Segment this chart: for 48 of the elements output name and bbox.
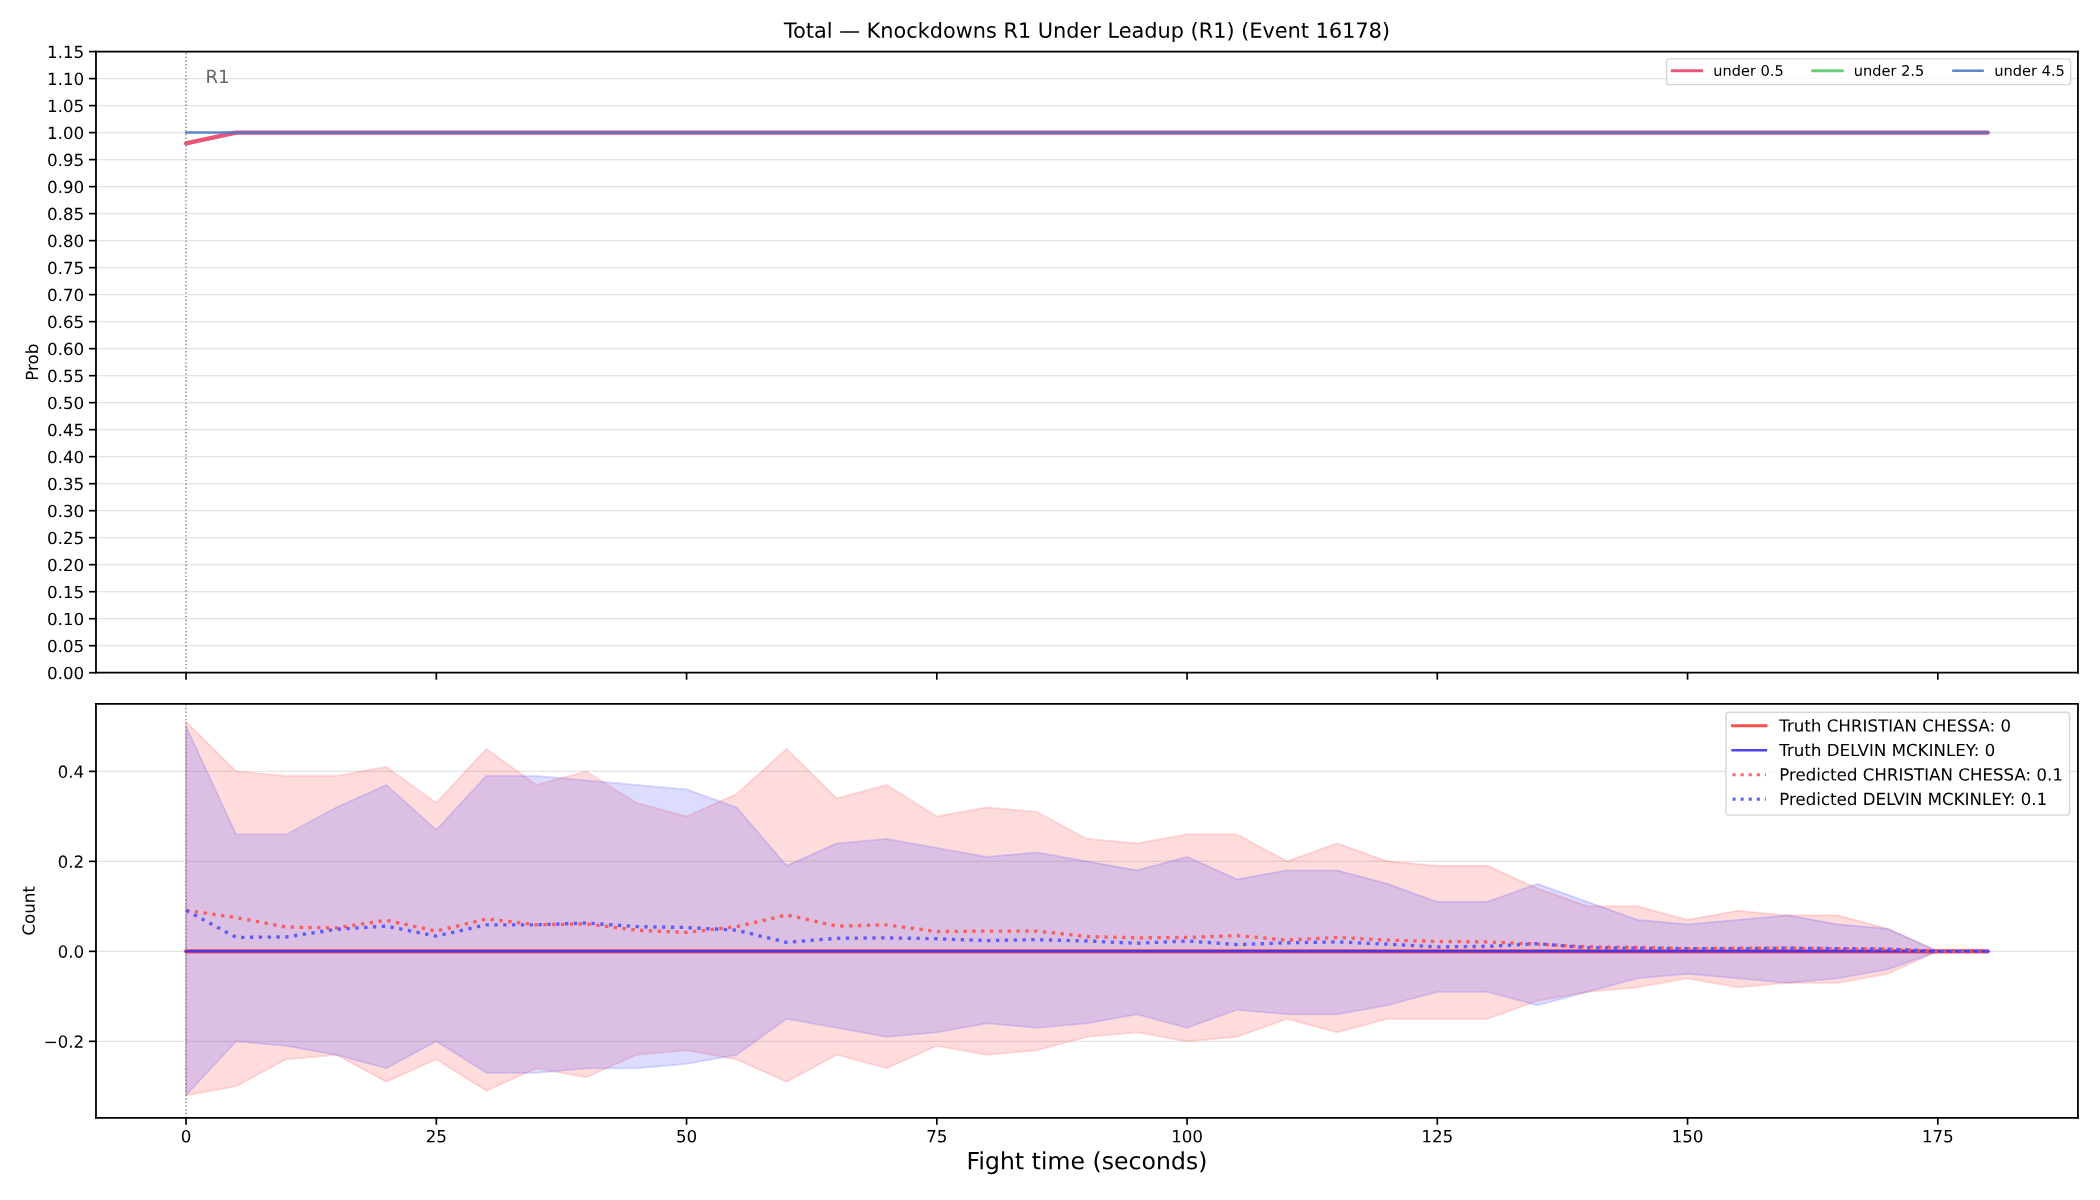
chart-title: Total — Knockdowns R1 Under Leadup (R1) (Event 16178): [783, 21, 1389, 43]
x-axis-title: Fight time (seconds): [968, 1151, 1206, 1175]
y-tick-label: 1.00: [48, 126, 84, 140]
y-tick-label: 1.05: [48, 99, 83, 113]
y-tick-label: 0.0: [58, 945, 84, 958]
y-axis-title: Count: [22, 886, 35, 935]
y-tick-label: 0.70: [48, 288, 84, 302]
y-tick-label: 0.20: [48, 558, 84, 572]
y-tick-label: 1.10: [48, 72, 84, 86]
x-tick-label: 25: [426, 1129, 446, 1143]
y-tick-label: 0.45: [48, 423, 83, 437]
legend-label: Predicted CHRISTIAN CHESSA: 0.1: [1780, 767, 2062, 781]
x-tick-label: 75: [927, 1130, 946, 1143]
x-tick-label: 50: [677, 1129, 697, 1143]
y-tick-label: 0.75: [48, 261, 83, 275]
legend-label: Predicted DELVIN MCKINLEY: 0.1: [1780, 792, 2046, 806]
y-tick-label: 0.2: [58, 855, 83, 868]
x-tick-label: 125: [1423, 1129, 1452, 1143]
y-tick-label: 0.30: [48, 504, 84, 518]
y-tick-label: 0.85: [48, 207, 83, 221]
x-tick-label: 150: [1673, 1129, 1703, 1143]
y-tick-label: −0.2: [45, 1035, 83, 1048]
y-axis-title: Prob: [25, 344, 39, 380]
y-tick-label: 0.35: [48, 477, 83, 491]
x-tick-label: 0: [181, 1129, 191, 1143]
y-tick-label: 0.10: [48, 612, 84, 626]
legend-label: under 2.5: [1854, 64, 1924, 77]
y-tick-label: 0.95: [48, 153, 83, 167]
y-tick-label: 0.05: [48, 639, 83, 653]
y-tick-label: 0.50: [48, 396, 84, 410]
legend-label: under 4.5: [1995, 64, 2064, 77]
y-tick-label: 0.40: [48, 450, 84, 464]
y-tick-label: 0.80: [48, 234, 84, 248]
y-tick-label: 0.55: [48, 369, 83, 383]
y-tick-label: 0.00: [48, 666, 84, 680]
y-tick-label: 0.4: [58, 765, 84, 778]
legend-label: Truth DELVIN MCKINLEY: 0: [1779, 743, 1995, 757]
ref-line-label: R1: [207, 69, 228, 83]
legend-label: Truth CHRISTIAN CHESSA: 0: [1779, 718, 2010, 732]
y-tick-label: 0.90: [48, 180, 84, 194]
legend-label: under 0.5: [1714, 64, 1783, 77]
y-tick-label: 0.65: [48, 315, 83, 329]
y-tick-label: 0.60: [48, 342, 84, 356]
y-tick-label: 0.15: [48, 585, 83, 599]
x-tick-label: 100: [1172, 1129, 1202, 1143]
y-tick-label: 0.25: [48, 531, 83, 545]
x-tick-label: 175: [1923, 1130, 1953, 1143]
y-tick-label: 1.15: [48, 45, 83, 59]
